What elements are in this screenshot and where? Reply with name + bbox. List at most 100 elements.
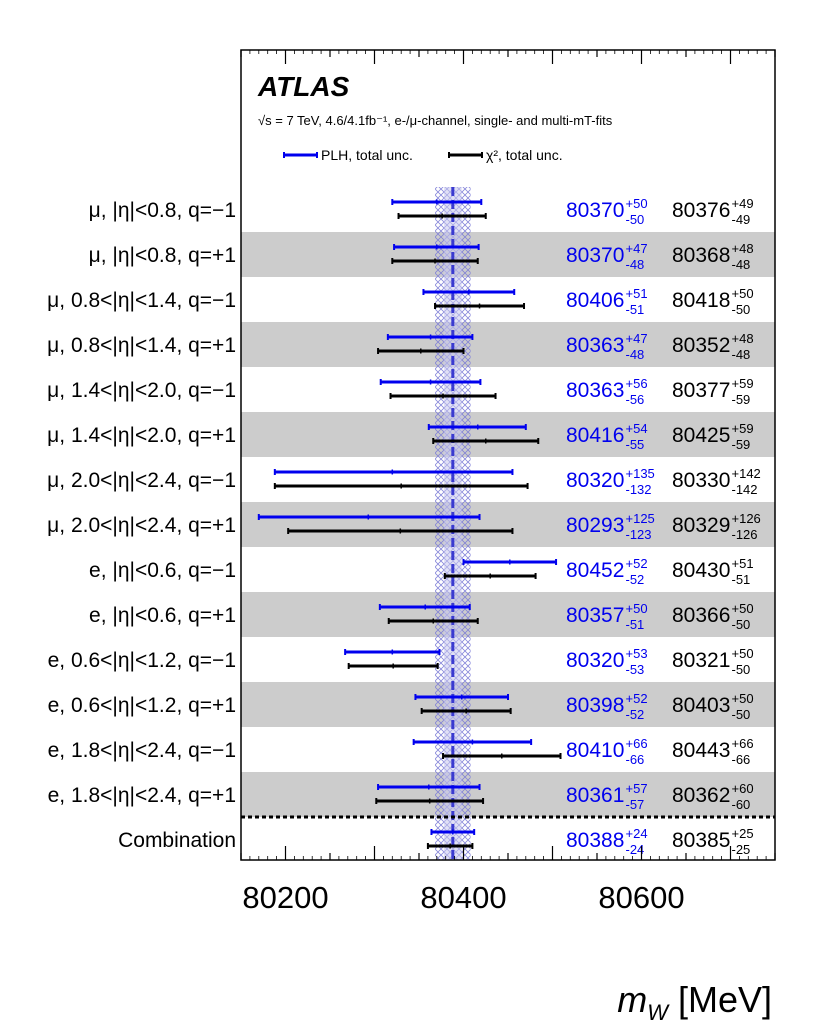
chi2-value: 80362	[672, 784, 730, 807]
plh-value: 80363	[566, 334, 624, 357]
chi2-errorbar	[387, 618, 479, 624]
chi2-value: 80418	[672, 289, 730, 312]
row-label: e, |η|<0.6, q=−1	[89, 559, 236, 582]
chi2-err-up: +48	[732, 241, 754, 256]
row-shade	[241, 502, 775, 547]
plh-value: 80452	[566, 559, 624, 582]
plh-err-up: +24	[626, 826, 648, 841]
chi2-err-up: +51	[732, 556, 754, 571]
chi2-errorbar	[375, 798, 485, 804]
chi2-value: 80366	[672, 604, 730, 627]
plh-err-down: -132	[626, 482, 652, 497]
chi2-err-up: +25	[732, 826, 754, 841]
plh-err-up: +66	[626, 736, 648, 751]
chi2-err-down: -66	[732, 752, 751, 767]
chi2-err-down: -48	[732, 347, 751, 362]
plh-value: 80357	[566, 604, 624, 627]
chi2-err-down: -59	[732, 437, 751, 452]
chi2-value: 80330	[672, 469, 730, 492]
plh-value: 80410	[566, 739, 624, 762]
chi2-err-down: -50	[732, 707, 751, 722]
plh-err-down: -48	[626, 347, 645, 362]
chi2-err-down: -142	[732, 482, 758, 497]
plh-errorbar	[344, 649, 441, 655]
row-label: e, 1.8<|η|<2.4, q=+1	[48, 784, 236, 807]
chi2-value: 80385	[672, 829, 730, 852]
plh-err-down: -51	[626, 617, 645, 632]
chi2-value: 80430	[672, 559, 730, 582]
chi2-errorbar	[420, 708, 512, 714]
plh-value: 80320	[566, 469, 624, 492]
chi2-err-up: +49	[732, 196, 754, 211]
plh-errorbar	[412, 739, 533, 745]
plh-errorbar	[377, 784, 481, 790]
legend-label: PLH, total unc.	[321, 147, 413, 163]
plh-value: 80406	[566, 289, 624, 312]
legend-entry-chi2: χ², total unc.	[448, 147, 563, 163]
row-label: μ, 0.8<|η|<1.4, q=−1	[47, 289, 236, 312]
chi2-value: 80329	[672, 514, 730, 537]
chi2-errorbar	[397, 213, 487, 219]
plh-errorbar	[379, 379, 482, 385]
plh-value: 80320	[566, 649, 624, 672]
row-shade	[241, 772, 775, 817]
plh-errorbar	[430, 829, 476, 835]
chi2-value: 80425	[672, 424, 730, 447]
plh-err-up: +56	[626, 376, 648, 391]
chi2-value: 80321	[672, 649, 730, 672]
plh-errorbar	[378, 604, 471, 610]
chi2-err-up: +48	[732, 331, 754, 346]
chi2-err-down: -60	[732, 797, 751, 812]
chi2-err-down: -50	[732, 662, 751, 677]
plh-err-up: +52	[626, 556, 648, 571]
plh-err-up: +50	[626, 601, 648, 616]
plh-value: 80293	[566, 514, 624, 537]
chi2-errorbar	[443, 573, 537, 579]
chi2-errorbar	[389, 393, 497, 399]
chi2-err-down: -126	[732, 527, 758, 542]
plh-err-down: -123	[626, 527, 652, 542]
row-label: μ, 2.0<|η|<2.4, q=+1	[47, 514, 236, 537]
plh-err-up: +125	[626, 511, 655, 526]
chi2-err-up: +126	[732, 511, 761, 526]
subtitle: √s = 7 TeV, 4.6/4.1fb⁻¹, e-/μ-channel, s…	[258, 113, 613, 128]
chi2-value: 80443	[672, 739, 730, 762]
plh-err-down: -53	[626, 662, 645, 677]
plh-value: 80363	[566, 379, 624, 402]
chi2-err-up: +50	[732, 601, 754, 616]
plh-err-up: +54	[626, 421, 648, 436]
row-label: e, |η|<0.6, q=+1	[89, 604, 236, 627]
chi2-err-down: -49	[732, 212, 751, 227]
plh-value: 80370	[566, 199, 624, 222]
row-shade	[241, 682, 775, 727]
plh-err-down: -24	[626, 842, 645, 857]
row-shade	[241, 232, 775, 277]
chi2-errorbar	[434, 303, 526, 309]
plh-err-up: +51	[626, 286, 648, 301]
chi2-errorbar	[377, 348, 465, 354]
x-tick-label: 80200	[242, 880, 328, 915]
chi2-value: 80376	[672, 199, 730, 222]
plh-err-up: +135	[626, 466, 655, 481]
plh-errorbar	[386, 334, 474, 340]
chi2-errorbar	[426, 843, 474, 849]
combination-label: Combination	[118, 829, 236, 852]
plh-err-down: -57	[626, 797, 645, 812]
chi2-value: 80368	[672, 244, 730, 267]
chi2-err-up: +59	[732, 421, 754, 436]
chi2-errorbar	[287, 528, 514, 534]
row-label: μ, |η|<0.8, q=+1	[89, 244, 236, 267]
chi2-errorbar	[391, 258, 479, 264]
plh-value: 80416	[566, 424, 624, 447]
chi2-errorbar	[442, 753, 562, 759]
x-tick-label: 80400	[420, 880, 506, 915]
row-label: μ, 0.8<|η|<1.4, q=+1	[47, 334, 236, 357]
chi2-errorbar	[347, 663, 439, 669]
row-label: e, 0.6<|η|<1.2, q=−1	[48, 649, 236, 672]
chi2-err-up: +50	[732, 646, 754, 661]
chi2-value: 80403	[672, 694, 730, 717]
plh-value: 80398	[566, 694, 624, 717]
plh-err-up: +50	[626, 196, 648, 211]
chi2-err-down: -48	[732, 257, 751, 272]
